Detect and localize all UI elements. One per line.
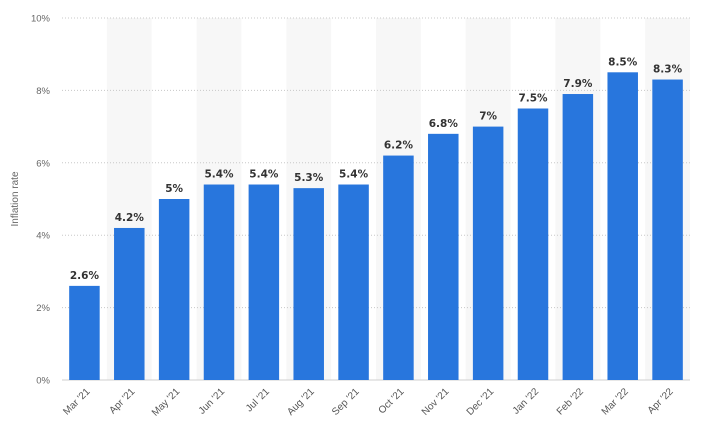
data-label: 5.3% (294, 172, 324, 184)
x-tick-label: Mar '21 (61, 386, 92, 417)
x-tick-label: Nov '21 (420, 386, 452, 418)
y-tick-label: 0% (36, 376, 50, 387)
data-label: 8.3% (653, 64, 683, 76)
bar[interactable] (517, 108, 549, 381)
bars (69, 72, 683, 381)
data-label: 5.4% (339, 169, 369, 181)
data-label: 5.4% (204, 169, 234, 181)
bar[interactable] (248, 184, 280, 380)
bar[interactable] (428, 133, 459, 380)
data-label: 6.2% (384, 140, 414, 152)
y-tick-label: 4% (36, 231, 50, 242)
bar[interactable] (158, 199, 190, 380)
y-axis-ticks: 0% 2% 4% 6% 8% 10% (31, 14, 51, 387)
x-tick-label: Mar '22 (600, 386, 631, 417)
data-label: 7.9% (563, 78, 593, 90)
x-tick-label: Dec '21 (465, 386, 497, 418)
bar[interactable] (114, 227, 145, 380)
data-label: 5% (165, 183, 183, 195)
x-tick-label: Jul '21 (244, 386, 272, 414)
bar[interactable] (69, 285, 100, 380)
bar[interactable] (562, 94, 594, 381)
bar[interactable] (383, 155, 414, 380)
bar[interactable] (472, 126, 504, 380)
x-tick-label: Sep '21 (330, 386, 362, 418)
x-tick-label: Aug '21 (285, 386, 317, 418)
data-labels: 2.6% 4.2% 5% 5.4% 5.4% 5.3% 5.4% 6.2% 6.8% 7% 7.5%… (70, 56, 683, 282)
y-tick-label: 6% (36, 158, 50, 169)
x-tick-label: Apr '22 (646, 386, 676, 416)
data-label: 5.4% (249, 169, 279, 181)
y-tick-label: 2% (36, 303, 50, 314)
bar[interactable] (338, 184, 369, 380)
x-axis-ticks: Mar '21 Apr '21 May '21 Jun '21 Jul '21 Aug '… (61, 386, 676, 419)
x-tick-label: Apr '21 (107, 386, 137, 416)
x-tick-label: Jun '21 (197, 386, 228, 417)
y-tick-label: 8% (36, 86, 50, 97)
bar[interactable] (652, 79, 683, 380)
x-tick-label: Feb '22 (555, 386, 586, 417)
x-tick-label: Oct '21 (377, 386, 407, 416)
bar[interactable] (203, 184, 235, 380)
x-tick-label: Jan '22 (511, 386, 542, 417)
bar[interactable] (607, 72, 638, 381)
x-tick-label: May '21 (150, 386, 183, 419)
data-label: 8.5% (608, 56, 638, 68)
data-label: 7% (479, 111, 497, 123)
data-label: 4.2% (115, 212, 145, 224)
data-label: 2.6% (70, 270, 100, 282)
y-tick-label: 10% (31, 14, 51, 25)
data-label: 7.5% (518, 93, 548, 105)
data-label: 6.8% (429, 118, 459, 130)
y-axis-title: Inflation rate (10, 171, 21, 226)
bar[interactable] (293, 188, 324, 380)
